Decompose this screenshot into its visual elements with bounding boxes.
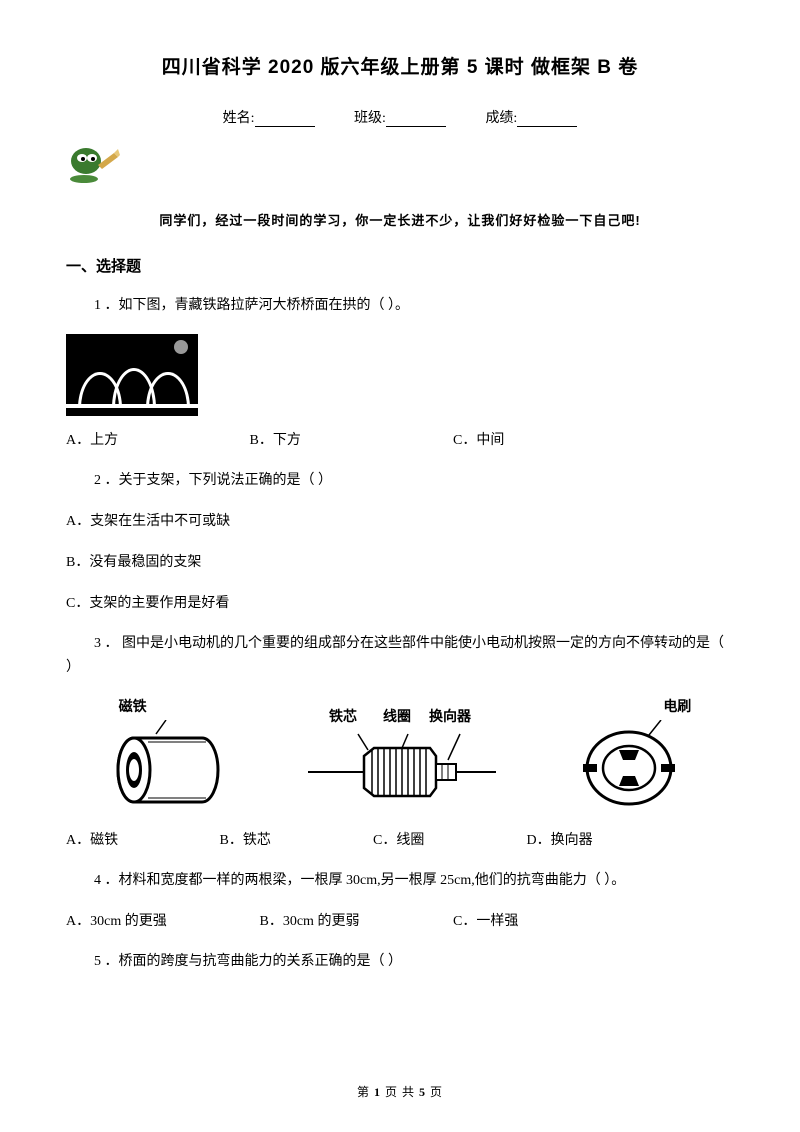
class-blank[interactable] (386, 113, 446, 127)
score-blank[interactable] (517, 113, 577, 127)
bridge-image (66, 334, 198, 416)
q2-opt-c[interactable]: C．支架的主要作用是好看 (66, 591, 734, 616)
q4-opt-b[interactable]: B．30cm 的更弱 (260, 909, 450, 934)
q3-opt-b[interactable]: B．铁芯 (220, 828, 370, 853)
page-footer: 第 1 页 共 5 页 (0, 1083, 800, 1100)
header-fields: 姓名: 班级: 成绩: (66, 107, 734, 127)
q3-options: A．磁铁 B．铁芯 C．线圈 D．换向器 (66, 828, 734, 853)
q4-options: A．30cm 的更强 B．30cm 的更弱 C．一样强 (66, 909, 734, 934)
coil-label: 线圈 (383, 706, 411, 726)
class-label: 班级: (354, 111, 386, 126)
question-4: 4 ．材料和宽度都一样的两根梁，一根厚 30cm,另一根厚 25cm,他们的抗弯… (66, 869, 734, 893)
q4-opt-a[interactable]: A．30cm 的更强 (66, 909, 256, 934)
q1-opt-a[interactable]: A．上方 (66, 428, 246, 453)
q1-opt-b[interactable]: B．下方 (250, 428, 450, 453)
brush-label: 电刷 (539, 696, 719, 716)
score-label: 成绩: (485, 111, 517, 126)
pencil-icon (66, 143, 734, 194)
name-blank[interactable] (255, 113, 315, 127)
section-1-title: 一、选择题 (66, 255, 734, 276)
core-label: 铁芯 (329, 706, 357, 726)
motor-diagram: 磁铁 铁芯 线圈 换向器 (66, 696, 734, 810)
magnet-label: 磁铁 (81, 696, 261, 716)
question-1: 1 ．如下图，青藏铁路拉萨河大桥桥面在拱的（ ）。 (66, 294, 734, 318)
q2-opt-a[interactable]: A．支架在生活中不可或缺 (66, 509, 734, 534)
q1-options: A．上方 B．下方 C．中间 (66, 428, 734, 453)
commutator-label: 换向器 (429, 706, 471, 726)
q1-opt-c[interactable]: C．中间 (453, 428, 504, 453)
q4-opt-c[interactable]: C．一样强 (453, 909, 518, 934)
page-title: 四川省科学 2020 版六年级上册第 5 课时 做框架 B 卷 (66, 52, 734, 79)
question-5: 5 ．桥面的跨度与抗弯曲能力的关系正确的是（ ） (66, 950, 734, 974)
q3-opt-d[interactable]: D．换向器 (527, 828, 593, 853)
name-label: 姓名: (223, 111, 255, 126)
encourage-text: 同学们，经过一段时间的学习，你一定长进不少，让我们好好检验一下自己吧! (66, 210, 734, 229)
q3-opt-a[interactable]: A．磁铁 (66, 828, 216, 853)
motor-magnet: 磁铁 (81, 696, 261, 810)
q3-opt-c[interactable]: C．线圈 (373, 828, 523, 853)
q2-opt-b[interactable]: B．没有最稳固的支架 (66, 550, 734, 575)
question-2: 2 ．关于支架，下列说法正确的是（ ） (66, 469, 734, 493)
motor-coil: 铁芯 线圈 换向器 (290, 706, 510, 810)
motor-brush: 电刷 (539, 696, 719, 810)
question-3: 3 ． 图中是小电动机的几个重要的组成部分在这些部件中能使小电动机按照一定的方向… (66, 632, 734, 680)
